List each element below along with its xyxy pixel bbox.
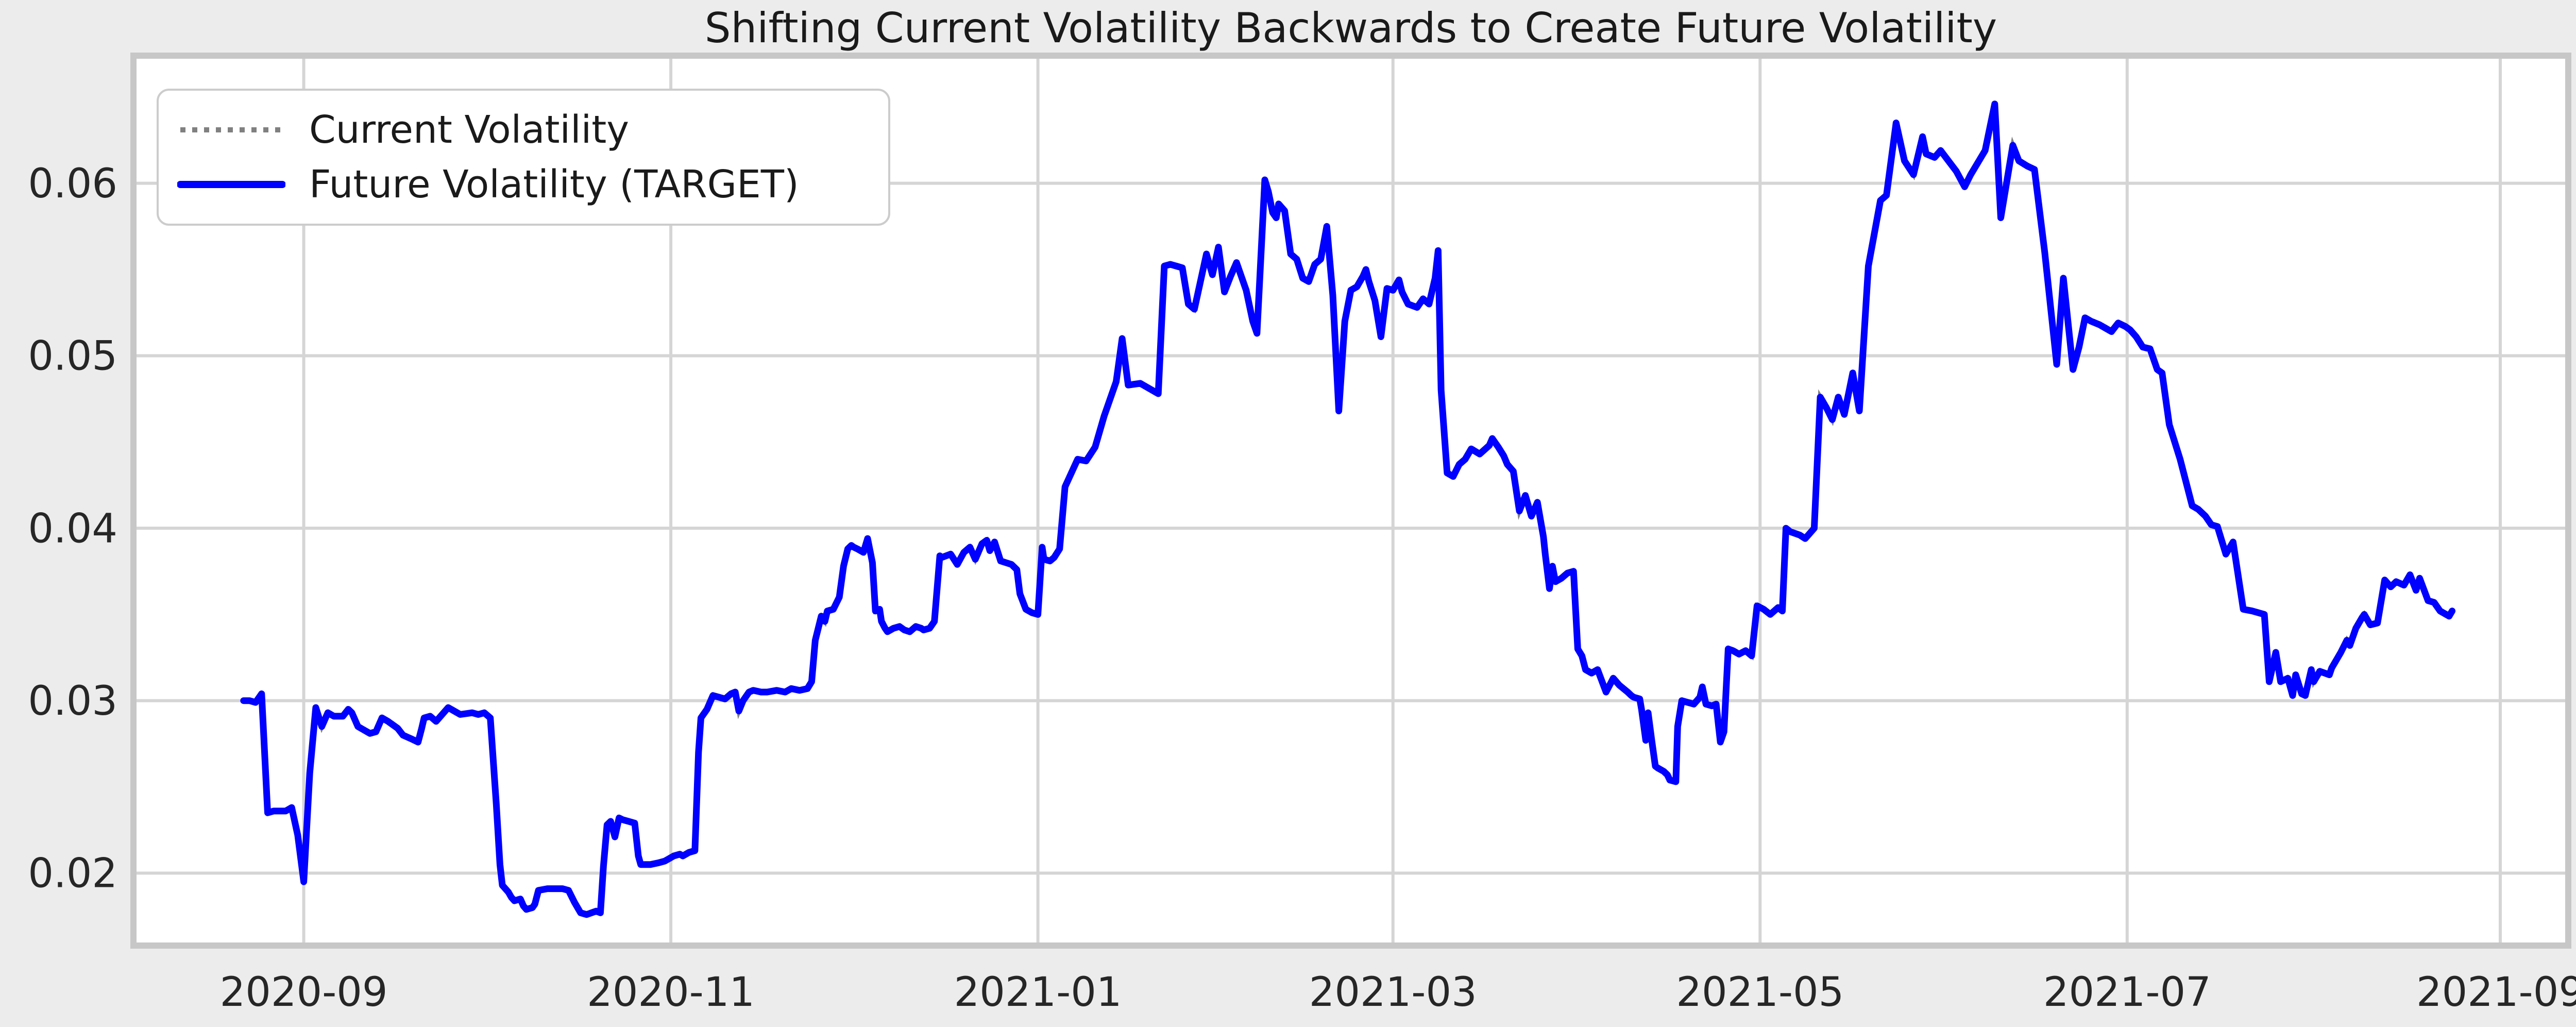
x-tick-label: 2021-07 bbox=[2043, 969, 2211, 1016]
legend-item-current-volatility: Current Volatility bbox=[177, 111, 870, 149]
chart-title: Shifting Current Volatility Backwards to… bbox=[704, 4, 1997, 52]
x-tick-label: 2021-01 bbox=[954, 969, 1122, 1016]
y-tick-label: 0.04 bbox=[28, 506, 117, 552]
plot-spines bbox=[130, 53, 2571, 949]
legend: Current Volatility Future Volatility (TA… bbox=[157, 89, 890, 226]
series-future-volatility-line bbox=[240, 100, 2456, 918]
x-tick-label: 2020-11 bbox=[587, 969, 755, 1016]
legend-label-future-volatility: Future Volatility (TARGET) bbox=[309, 162, 799, 207]
solid-line-swatch-icon bbox=[177, 180, 285, 188]
x-tick-label: 2021-03 bbox=[1309, 969, 1477, 1016]
x-tick-label: 2021-09 bbox=[2416, 969, 2576, 1016]
y-tick-label: 0.05 bbox=[28, 333, 117, 380]
y-tick-label: 0.02 bbox=[28, 851, 117, 897]
legend-label-current-volatility: Current Volatility bbox=[309, 108, 630, 153]
y-tick-label: 0.06 bbox=[28, 161, 117, 207]
y-tick-label: 0.03 bbox=[28, 678, 117, 725]
dotted-line-swatch-icon bbox=[180, 127, 282, 133]
legend-item-future-volatility: Future Volatility (TARGET) bbox=[177, 165, 870, 204]
x-tick-label: 2021-05 bbox=[1676, 969, 1844, 1016]
x-tick-label: 2020-09 bbox=[220, 969, 388, 1016]
